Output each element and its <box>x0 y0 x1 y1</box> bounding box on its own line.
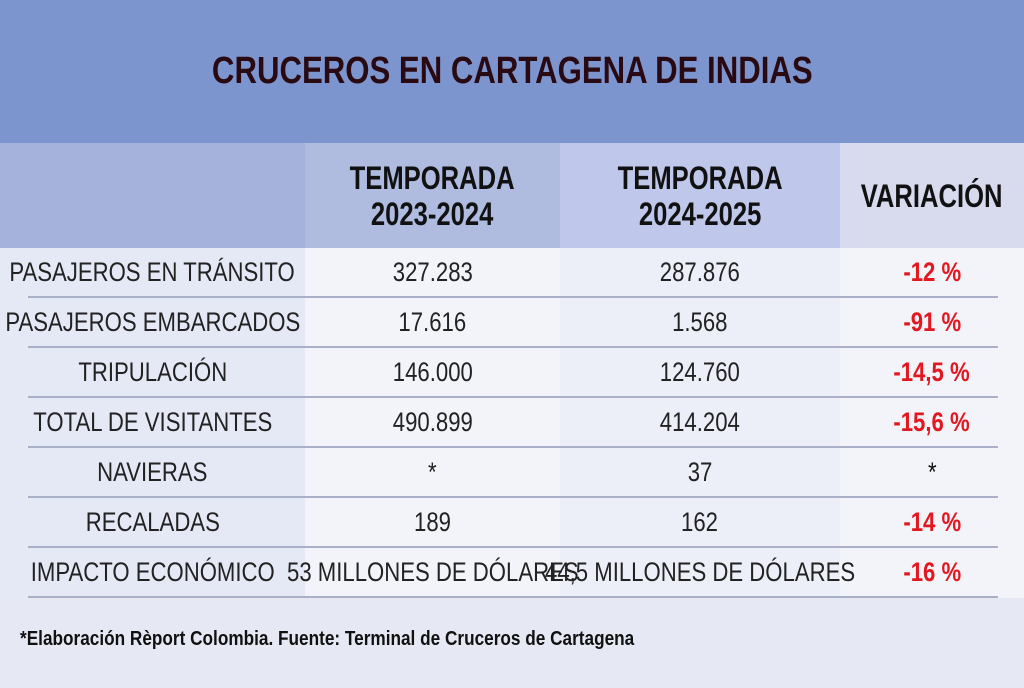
row-divider <box>28 596 998 598</box>
row-divider <box>28 346 998 348</box>
value-2023-2024: 146.000 <box>392 356 473 387</box>
value-2023-2024: 490.899 <box>392 406 473 437</box>
value-2023-2024: * <box>428 456 437 487</box>
row-divider <box>28 296 998 298</box>
row-divider <box>28 496 998 498</box>
row-label: NAVIERAS <box>97 456 208 487</box>
value-2024-2025: 124.760 <box>659 356 741 387</box>
variation-value: -14,5 % <box>893 356 971 387</box>
row-label: TOTAL DE VISITANTES <box>32 406 273 437</box>
table-row: PASAJEROS EMBARCADOS 17.616 1.568 -91 % <box>0 298 1024 348</box>
table-row: TOTAL DE VISITANTES 490.899 414.204 -15,… <box>0 398 1024 448</box>
table-body: PASAJEROS EN TRÁNSITO 327.283 287.876 -1… <box>0 248 1024 598</box>
value-2024-2025: 414.204 <box>659 406 741 437</box>
value-2023-2024: 327.283 <box>392 256 473 287</box>
row-divider <box>28 396 998 398</box>
table-row: RECALADAS 189 162 -14 % <box>0 498 1024 548</box>
variation-value: -91 % <box>903 306 961 337</box>
variation-value: -12 % <box>903 256 961 287</box>
value-2024-2025: 287.876 <box>659 256 741 287</box>
row-divider <box>28 546 998 548</box>
variation-value: -14 % <box>903 506 961 537</box>
title-band: CRUCEROS EN CARTAGENA DE INDIAS <box>0 0 1024 143</box>
value-2024-2025: 44,5 MILLONES DE DÓLARES <box>544 556 856 587</box>
footnote: *Elaboración Rèport Colombia. Fuente: Te… <box>20 628 635 650</box>
header-cell-variation: VARIACIÓN <box>840 143 1024 248</box>
table-row: NAVIERAS * 37 * <box>0 448 1024 498</box>
footer-band <box>0 598 1024 688</box>
row-divider <box>28 446 998 448</box>
value-2023-2024: 17.616 <box>398 306 467 337</box>
row-label: TRIPULACIÓN <box>78 356 227 387</box>
table-row: TRIPULACIÓN 146.000 124.760 -14,5 % <box>0 348 1024 398</box>
row-label: RECALADAS <box>85 506 220 537</box>
value-2023-2024: 53 MILLONES DE DÓLARES <box>286 556 579 587</box>
table-header: TEMPORADA 2023-2024 TEMPORADA 2024-2025 … <box>0 143 1024 248</box>
value-2023-2024: 189 <box>414 506 451 537</box>
variation-value: -15,6 % <box>893 406 971 437</box>
table-row: IMPACTO ECONÓMICO 53 MILLONES DE DÓLARES… <box>0 548 1024 598</box>
page-title: CRUCEROS EN CARTAGENA DE INDIAS <box>211 50 813 92</box>
header-label: TEMPORADA 2023-2024 <box>350 159 515 232</box>
variation-value: -16 % <box>903 556 961 587</box>
row-label: PASAJEROS EMBARCADOS <box>5 306 300 337</box>
row-label: IMPACTO ECONÓMICO <box>30 556 275 587</box>
row-label: PASAJEROS EN TRÁNSITO <box>9 256 296 287</box>
variation-value: * <box>927 456 937 487</box>
value-2024-2025: 37 <box>687 456 713 487</box>
header-label: VARIACIÓN <box>861 177 1003 214</box>
value-2024-2025: 1.568 <box>672 306 728 337</box>
header-cell-label <box>0 143 305 248</box>
header-label: TEMPORADA 2024-2025 <box>617 159 783 232</box>
value-2024-2025: 162 <box>681 506 719 537</box>
header-cell-season-2023-2024: TEMPORADA 2023-2024 <box>305 143 560 248</box>
header-cell-season-2024-2025: TEMPORADA 2024-2025 <box>560 143 840 248</box>
table-row: PASAJEROS EN TRÁNSITO 327.283 287.876 -1… <box>0 248 1024 298</box>
